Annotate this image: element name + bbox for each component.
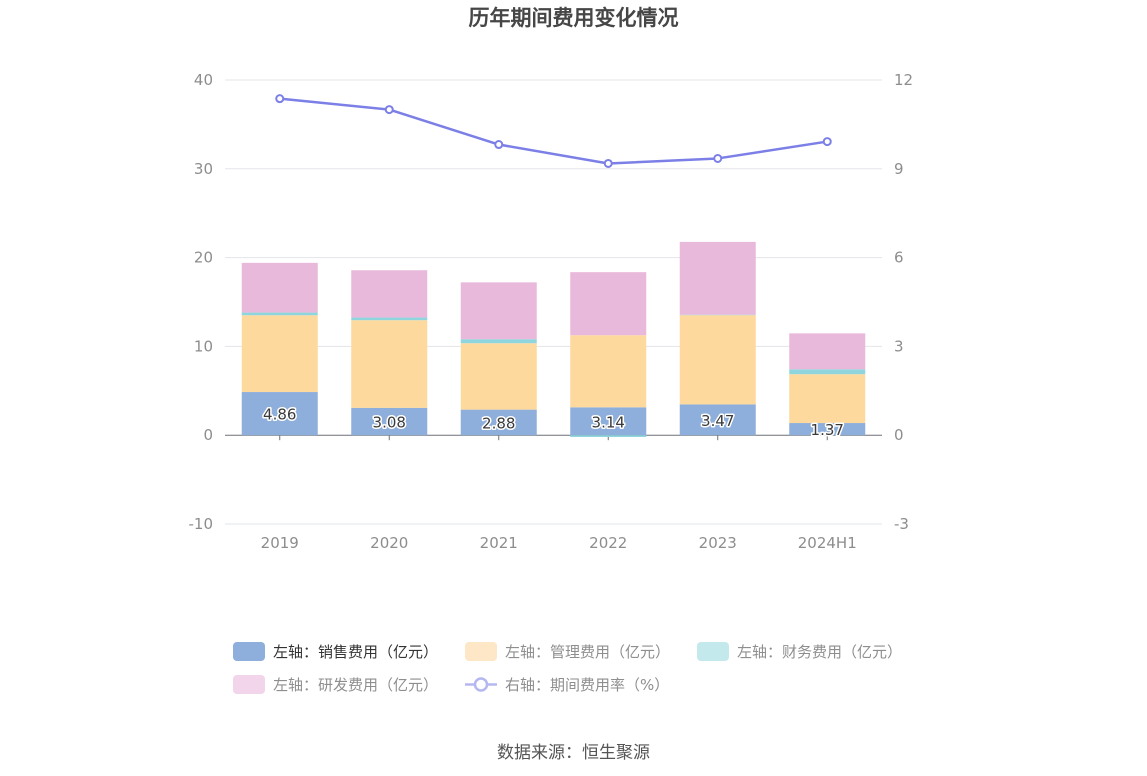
bar-series-0-2019[interactable] (241, 392, 318, 436)
right-axis-tick-label: 12 (894, 71, 913, 89)
bar-series-1-2022[interactable] (570, 335, 647, 408)
legend-label-financial: 左轴：财务费用（亿元） (737, 642, 903, 661)
left-axis-tick-label: -10 (189, 515, 214, 533)
x-axis-tick-label: 2019 (261, 534, 299, 552)
bar-series-2-2024H1[interactable] (789, 369, 866, 375)
legend-swatch-management (465, 641, 497, 661)
bar-series-3-2022[interactable] (570, 272, 647, 336)
bar-data-label: 3.47 (701, 412, 734, 430)
x-axis-tick-label: 2021 (480, 534, 518, 552)
left-axis-tick-label: 0 (203, 426, 213, 444)
right-axis-tick-label: -3 (894, 515, 909, 533)
right-axis-tick-label: 9 (894, 160, 904, 178)
bar-series-0-2024H1[interactable] (789, 423, 866, 436)
legend-label-expense-rate: 右轴：期间费用率（%） (505, 675, 670, 694)
gridlines (225, 79, 882, 525)
bar-series-3-2019[interactable] (241, 262, 318, 313)
bar-series-0-2023[interactable] (679, 404, 756, 436)
bar-series-2-2019[interactable] (241, 312, 318, 316)
bar-data-label: 1.37 (811, 421, 844, 439)
right-axis-tick-label: 0 (894, 426, 904, 444)
legend-label-management: 左轴：管理费用（亿元） (505, 642, 671, 661)
line-point-2022[interactable] (603, 158, 613, 168)
legend-item-sales[interactable]: 左轴：销售费用（亿元） (233, 640, 438, 662)
x-axis-tick-label: 2023 (699, 534, 737, 552)
left-axis-tick-label: 20 (194, 249, 213, 267)
x-axis-tick-label: 2022 (589, 534, 627, 552)
bar-data-label: 3.08 (373, 414, 406, 432)
left-axis-tick-label: 30 (194, 160, 213, 178)
bar-series-2-2022[interactable] (570, 435, 647, 437)
line-point-2019[interactable] (275, 94, 285, 104)
bar-series-1-2024H1[interactable] (789, 374, 866, 424)
line-point-2020[interactable] (384, 105, 394, 115)
expense-rate-line (279, 97, 828, 165)
bar-series-2-2020[interactable] (351, 317, 428, 321)
x-axis-tick-label: 2024H1 (798, 534, 857, 552)
bar-series-0-2020[interactable] (351, 407, 428, 436)
left-axis-tick-label: 40 (194, 71, 213, 89)
right-axis-tick-label: 6 (894, 249, 904, 267)
legend-item-management[interactable]: 左轴：管理费用（亿元） (465, 640, 670, 662)
bar-series-2-2021[interactable] (460, 339, 537, 344)
bar-series-1-2023[interactable] (679, 315, 756, 405)
bar-series-3-2024H1[interactable] (789, 333, 866, 370)
legend-swatch-rnd (233, 674, 265, 694)
legend-item-expense-rate[interactable]: 右轴：期间费用率（%） (465, 673, 669, 695)
source-note: 数据来源：恒生聚源 (497, 743, 650, 763)
legend-item-financial[interactable]: 左轴：财务费用（亿元） (697, 640, 902, 662)
bar-series-1-2020[interactable] (351, 320, 428, 408)
bar-series-3-2020[interactable] (351, 270, 428, 318)
line-point-2023[interactable] (713, 153, 723, 163)
left-axis-tick-label: 10 (194, 337, 213, 355)
bar-data-label: 4.86 (263, 406, 296, 424)
line-point-2024H1[interactable] (822, 137, 832, 147)
legend-label-rnd: 左轴：研发费用（亿元） (273, 675, 439, 694)
x-axis-tick-label: 2020 (370, 534, 408, 552)
bar-data-label: 2.88 (482, 414, 515, 432)
legend-swatch-financial (697, 641, 729, 661)
legend-label-sales: 左轴：销售费用（亿元） (273, 642, 439, 661)
legend-line-icon (465, 676, 497, 692)
bar-series-1-2019[interactable] (241, 315, 318, 393)
bar-series-1-2021[interactable] (460, 343, 537, 410)
legend-item-rnd[interactable]: 左轴：研发费用（亿元） (233, 673, 438, 695)
legend-swatch-sales (233, 641, 265, 661)
line-point-2021[interactable] (494, 140, 504, 150)
bar-data-label: 3.14 (592, 413, 625, 431)
right-axis-tick-label: 3 (894, 337, 904, 355)
chart-title: 历年期间费用变化情况 (468, 6, 679, 30)
bar-series-3-2021[interactable] (460, 282, 537, 340)
bar-series-0-2022[interactable] (570, 407, 647, 436)
bar-series-3-2023[interactable] (679, 241, 756, 315)
bar-series-group (241, 241, 866, 437)
bar-series-0-2021[interactable] (460, 409, 537, 436)
